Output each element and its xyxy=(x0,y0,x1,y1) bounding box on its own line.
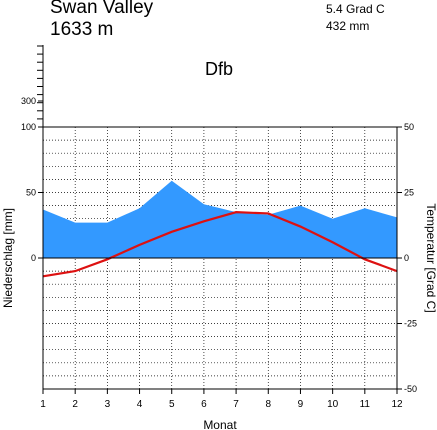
x-tick-label: 11 xyxy=(360,399,371,410)
right-tick-label: 0 xyxy=(404,253,409,263)
extended-precipitation-axis xyxy=(37,45,44,127)
x-tick-label: 9 xyxy=(298,399,304,410)
precipitation-area xyxy=(43,180,397,258)
temperature-line xyxy=(42,211,398,278)
left-axis-ticks: 300 100 50 0 xyxy=(21,96,43,263)
right-axis-ticks: 50 25 0 -25 -50 xyxy=(397,122,417,394)
x-tick-label: 1 xyxy=(40,399,46,410)
x-tick-label: 7 xyxy=(233,399,239,410)
x-axis-label: Monat xyxy=(203,418,237,430)
x-tick-label: 8 xyxy=(265,399,271,410)
right-axis-label: Temperatur [Grad C] xyxy=(424,203,437,312)
station-name: Swan Valley xyxy=(50,0,154,18)
left-tick-label: 50 xyxy=(26,188,36,198)
right-tick-label: -50 xyxy=(404,384,417,394)
x-tick-label: 6 xyxy=(201,399,207,410)
x-tick-label: 3 xyxy=(105,399,111,410)
x-axis-ticks: 1 2 3 4 5 6 7 8 9 10 11 12 xyxy=(40,389,403,410)
climate-class-label: Dfb xyxy=(205,59,234,79)
right-tick-label: 25 xyxy=(404,188,414,198)
x-tick-label: 5 xyxy=(169,399,175,410)
x-tick-label: 12 xyxy=(391,399,403,410)
left-axis-label: Niederschlag [mm] xyxy=(1,208,15,308)
right-tick-label: -25 xyxy=(404,319,417,329)
annual-precipitation: 432 mm xyxy=(326,19,370,33)
x-tick-label: 10 xyxy=(327,399,339,410)
right-tick-label: 50 xyxy=(404,122,414,132)
left-tick-label: 0 xyxy=(31,253,36,263)
x-tick-label: 4 xyxy=(137,399,143,410)
left-tick-label: 300 xyxy=(21,96,36,106)
left-tick-label: 100 xyxy=(21,122,36,132)
annual-temperature: 5.4 Grad C xyxy=(326,2,385,16)
x-tick-label: 2 xyxy=(72,399,78,410)
station-elevation: 1633 m xyxy=(50,19,114,40)
